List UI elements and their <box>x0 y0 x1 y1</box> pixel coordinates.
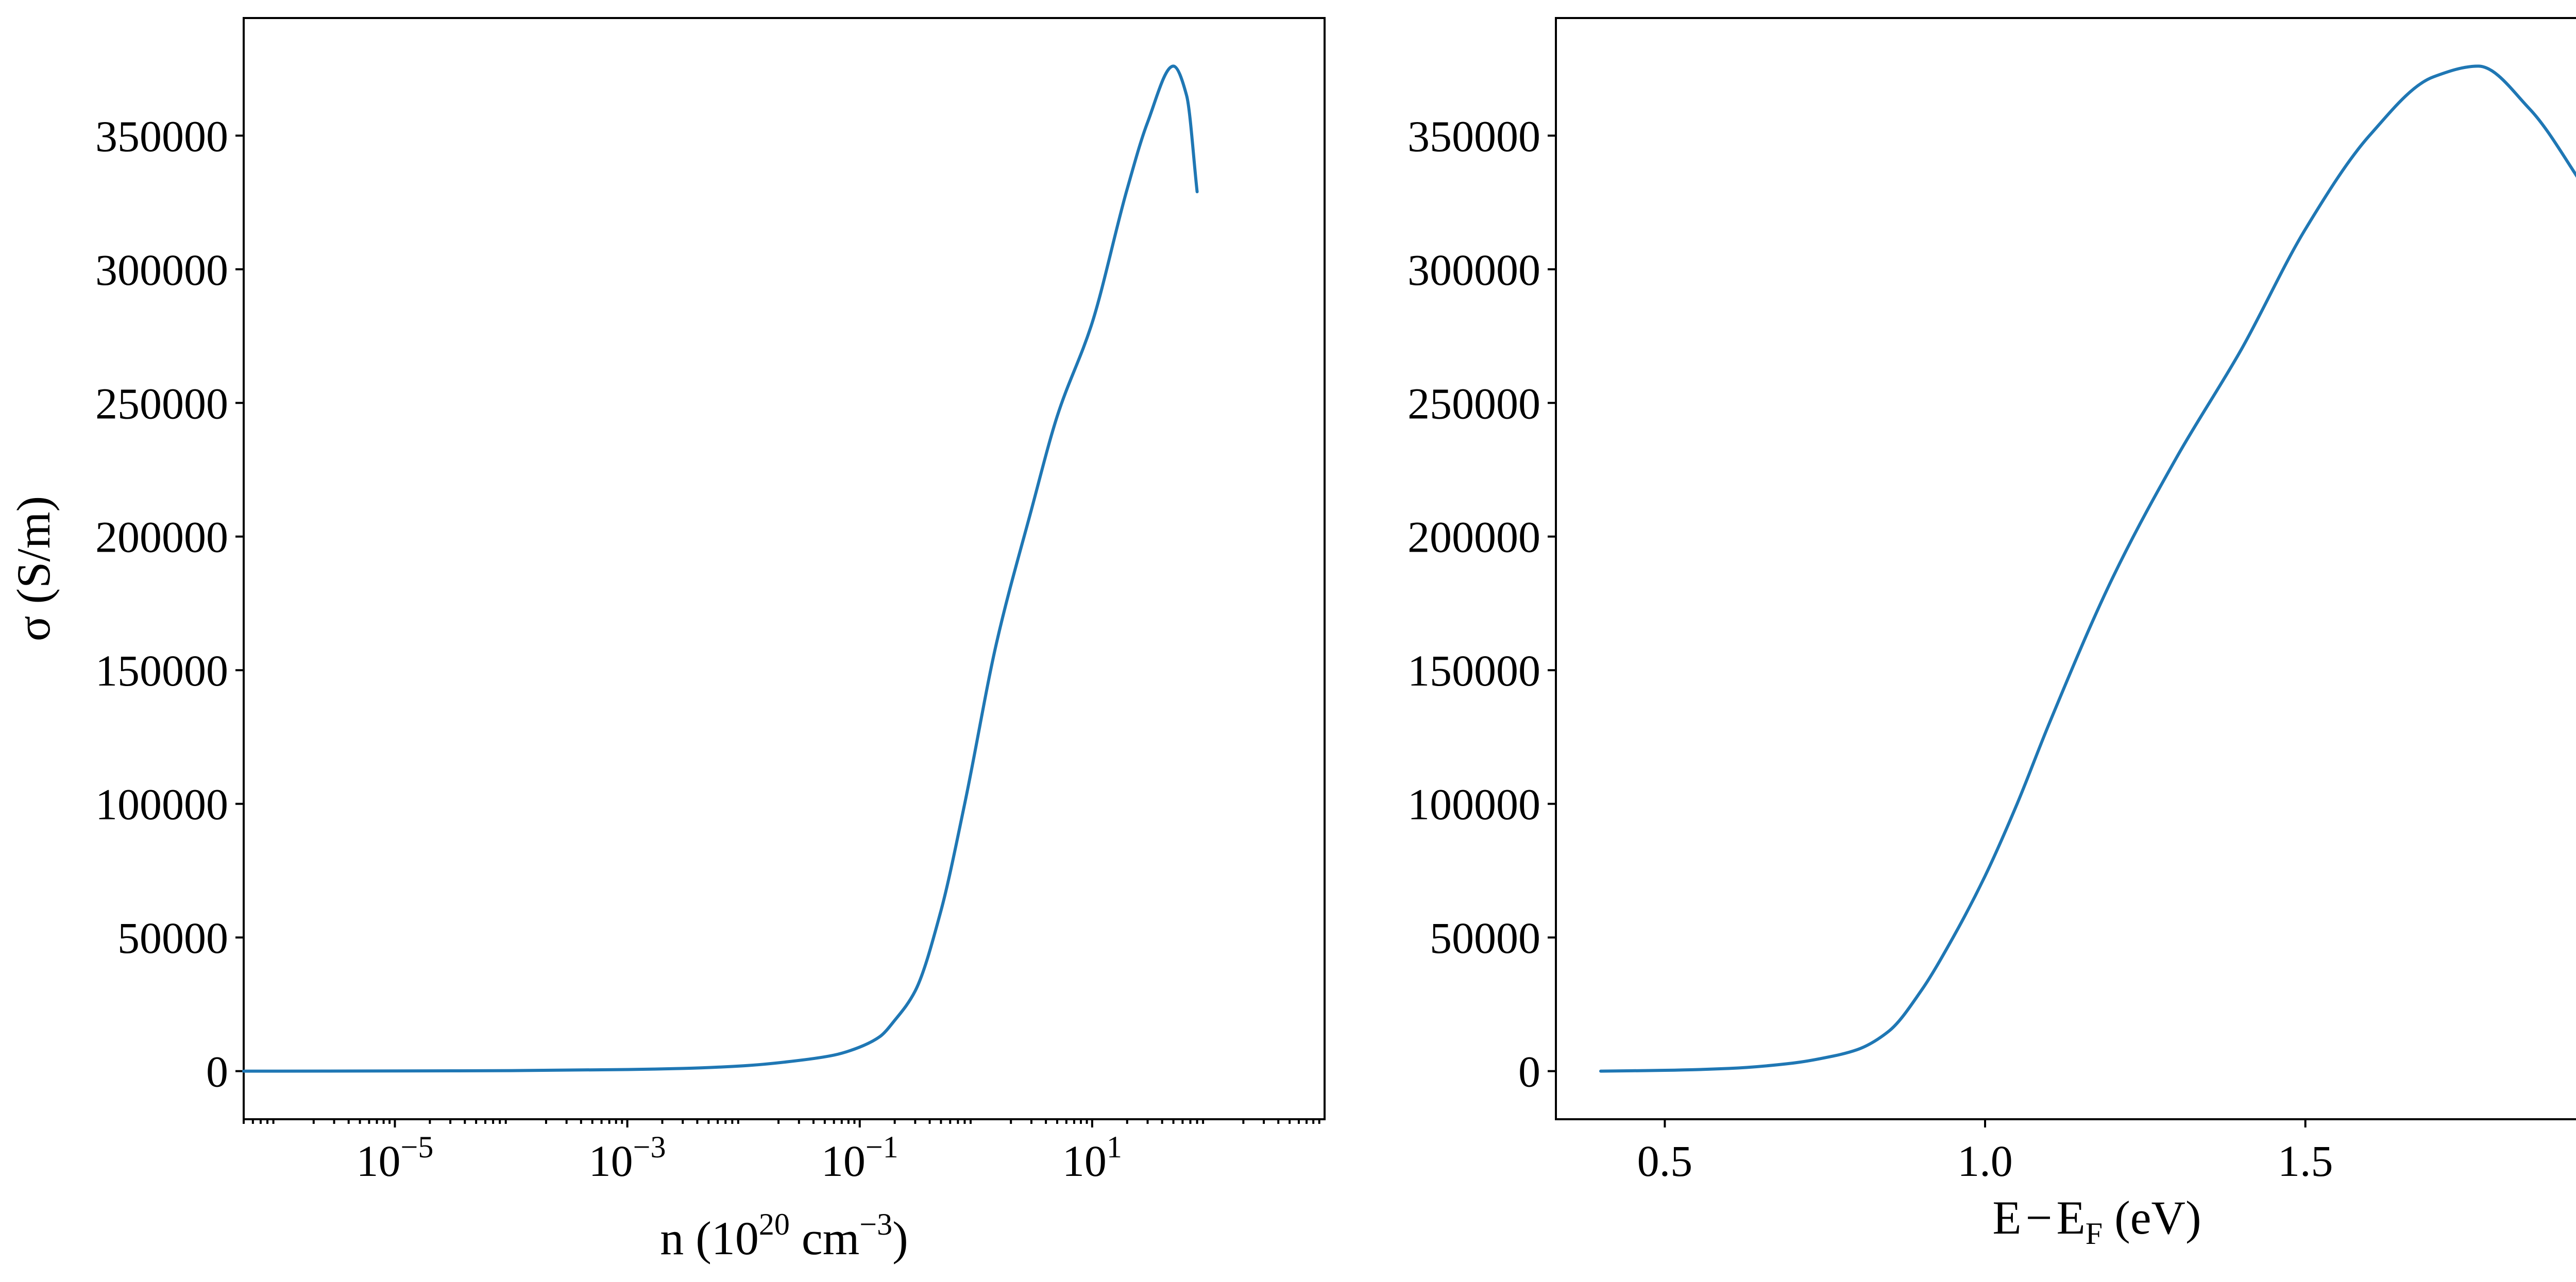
right-x-tick-label: 0.5 <box>1637 1136 1693 1186</box>
left-y-tick-label: 150000 <box>95 646 228 695</box>
left-plot-frame <box>243 17 1326 1120</box>
right-y-ticks: 0 50000 100000 150000 200000 250000 300000 3500… <box>1408 111 1556 1097</box>
left-y-tick-label: 250000 <box>95 379 228 428</box>
right-y-tick-label: 50000 <box>1430 913 1540 963</box>
left-x-tick-label: 10−1 <box>821 1130 899 1186</box>
left-y-tick-label: 300000 <box>95 245 228 295</box>
right-x-tick-label: 1.5 <box>2278 1136 2333 1186</box>
left-y-tick-label: 350000 <box>95 111 228 161</box>
left-x-ticks: 10−5 10−3 10−1 101 <box>243 1119 1320 1186</box>
right-series-line <box>1599 64 2576 1073</box>
left-y-axis-label: σ (S/m) <box>7 496 60 641</box>
left-y-tick-label: 200000 <box>95 512 228 562</box>
right-plot-frame <box>1555 17 2576 1120</box>
left-x-axis-label: n (1020 cm−3) <box>660 1207 908 1264</box>
right-panel: 0 50000 100000 150000 200000 250000 300000 3500… <box>1408 17 2576 1251</box>
right-x-axis-label: E−EF (eV) <box>1992 1191 2201 1251</box>
right-x-ticks: 0.51.01.52.0 <box>1637 1119 2333 1186</box>
right-y-tick-label: 300000 <box>1408 245 1540 295</box>
left-y-tick-label: 100000 <box>95 780 228 829</box>
right-y-tick-label: 200000 <box>1408 512 1540 562</box>
left-y-tick-label: 50000 <box>117 913 228 963</box>
right-y-tick-label: 350000 <box>1408 111 1540 161</box>
right-x-tick-label: 1.0 <box>1957 1136 2013 1186</box>
left-y-tick-label: 0 <box>206 1047 228 1097</box>
left-x-tick-label: 10−3 <box>589 1130 666 1186</box>
right-y-tick-label: 150000 <box>1408 646 1540 695</box>
right-y-tick-label: 250000 <box>1408 379 1540 428</box>
left-panel: 0 50000 100000 150000 200000 250000 300000 3500… <box>7 17 1326 1264</box>
right-y-tick-label: 100000 <box>1408 780 1540 829</box>
left-y-ticks: 0 50000 100000 150000 200000 250000 300000 3500… <box>95 111 244 1097</box>
right-y-tick-label: 0 <box>1518 1047 1540 1097</box>
left-series-line <box>242 64 1199 1073</box>
left-x-tick-label: 101 <box>1062 1130 1122 1186</box>
left-x-tick-label: 10−5 <box>357 1130 434 1186</box>
